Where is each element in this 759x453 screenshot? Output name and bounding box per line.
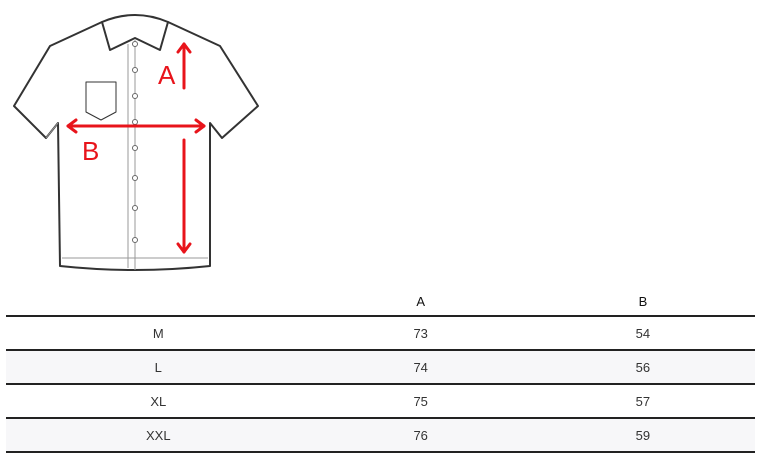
cell-b: 57 <box>530 383 755 418</box>
cell-b: 59 <box>530 417 755 453</box>
table-row: M 73 54 <box>6 315 755 350</box>
table-row: XXL 76 59 <box>6 417 755 453</box>
header-b: B <box>638 294 648 309</box>
size-chart-table: A B M 73 54 L 74 56 XL 75 57 XXL 76 59 <box>6 288 755 453</box>
cell-size: M <box>6 315 311 350</box>
label-b: B <box>82 136 99 166</box>
shirt-pocket <box>85 81 117 121</box>
shirt-size-diagram: A B <box>13 14 259 271</box>
cell-size: XXL <box>6 417 311 453</box>
cell-a: 73 <box>310 315 531 350</box>
cell-b: 56 <box>530 349 755 384</box>
measurement-arrow-b <box>66 118 206 134</box>
cell-b: 54 <box>530 315 755 350</box>
cell-a: 75 <box>310 383 531 418</box>
header-size <box>6 288 311 316</box>
cell-a: 76 <box>310 417 531 453</box>
table-header-row: A B <box>6 288 755 316</box>
label-a: A <box>158 60 176 90</box>
cell-a: 74 <box>310 349 531 384</box>
measurement-arrow-a <box>176 42 192 254</box>
table-row: L 74 56 <box>6 349 755 384</box>
cell-size: XL <box>6 383 311 418</box>
shirt-collar <box>101 14 169 51</box>
header-a: A <box>416 294 426 309</box>
cell-size: L <box>6 349 311 384</box>
table-row: XL 75 57 <box>6 383 755 418</box>
